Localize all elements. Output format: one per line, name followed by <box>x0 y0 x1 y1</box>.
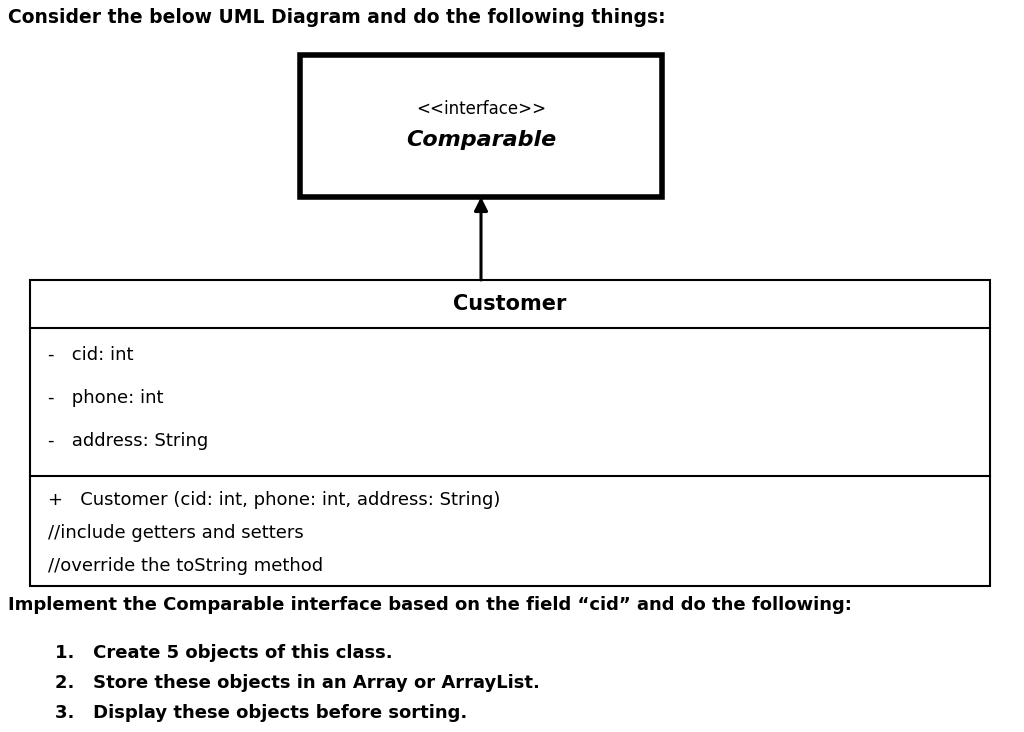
Text: //override the toString method: //override the toString method <box>48 557 324 575</box>
Text: <<interface>>: <<interface>> <box>416 100 546 118</box>
Text: +   Customer (cid: int, phone: int, address: String): + Customer (cid: int, phone: int, addres… <box>48 491 501 509</box>
Text: 1.   Create 5 objects of this class.: 1. Create 5 objects of this class. <box>55 644 392 662</box>
Text: Consider the below UML Diagram and do the following things:: Consider the below UML Diagram and do th… <box>8 8 666 27</box>
Bar <box>300 55 662 197</box>
Text: Implement the Comparable interface based on the field “cid” and do the following: Implement the Comparable interface based… <box>8 596 852 614</box>
Text: 3.   Display these objects before sorting.: 3. Display these objects before sorting. <box>55 704 467 722</box>
Text: -   address: String: - address: String <box>48 432 208 450</box>
Text: 2.   Store these objects in an Array or ArrayList.: 2. Store these objects in an Array or Ar… <box>55 674 540 692</box>
Text: -   phone: int: - phone: int <box>48 389 164 407</box>
Text: Comparable: Comparable <box>406 130 556 150</box>
Text: //include getters and setters: //include getters and setters <box>48 524 304 542</box>
Text: -   cid: int: - cid: int <box>48 346 133 364</box>
Text: Customer: Customer <box>454 294 566 314</box>
Bar <box>30 280 990 586</box>
